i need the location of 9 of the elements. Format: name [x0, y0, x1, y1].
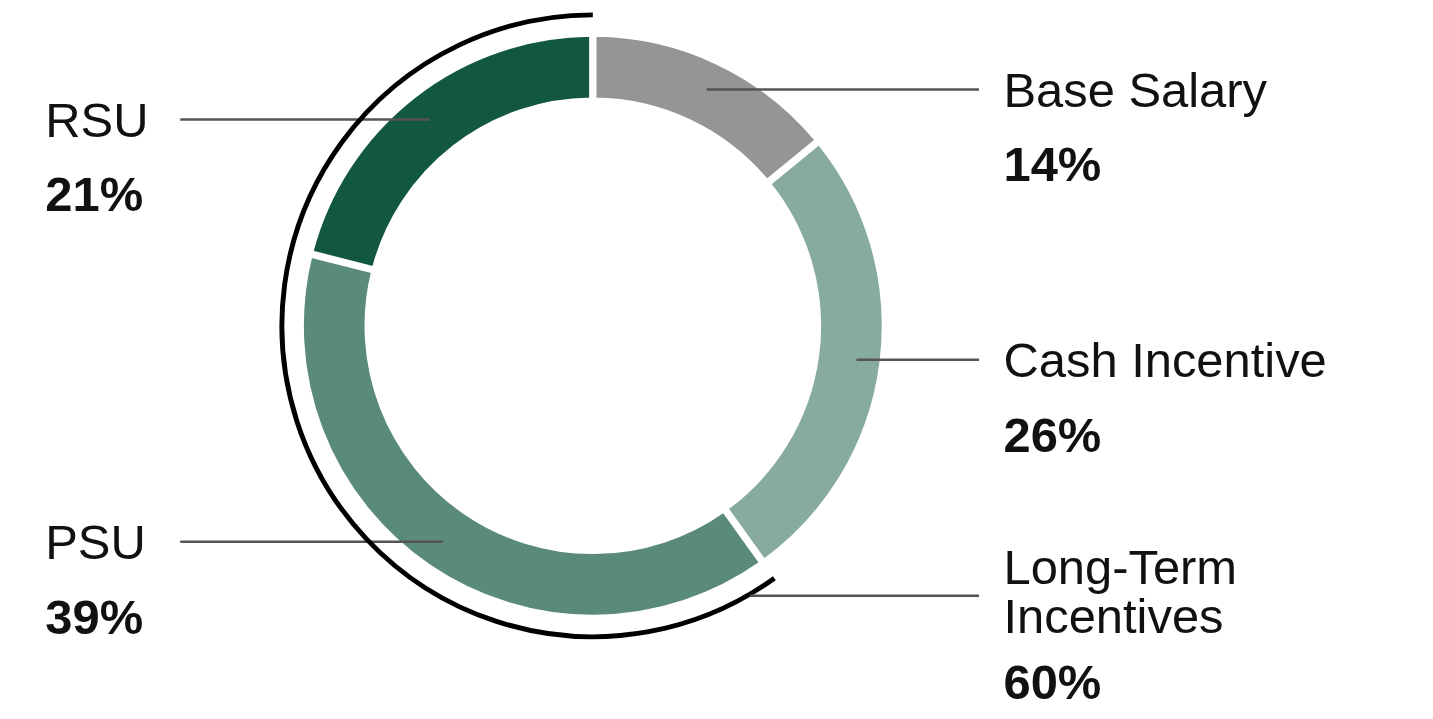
slice-label: Cash Incentive: [1003, 333, 1327, 388]
slice-label: Base Salary: [1003, 63, 1268, 118]
data-label: 39%: [45, 589, 144, 644]
text: Long-Term Incentives 60%: [1003, 540, 1238, 710]
slice-label: RSU: [45, 93, 149, 148]
data-label: 21%: [45, 167, 144, 222]
data-label: 26%: [1003, 407, 1102, 462]
data-label: 14%: [1003, 137, 1102, 192]
slice-label: PSU: [45, 515, 146, 570]
